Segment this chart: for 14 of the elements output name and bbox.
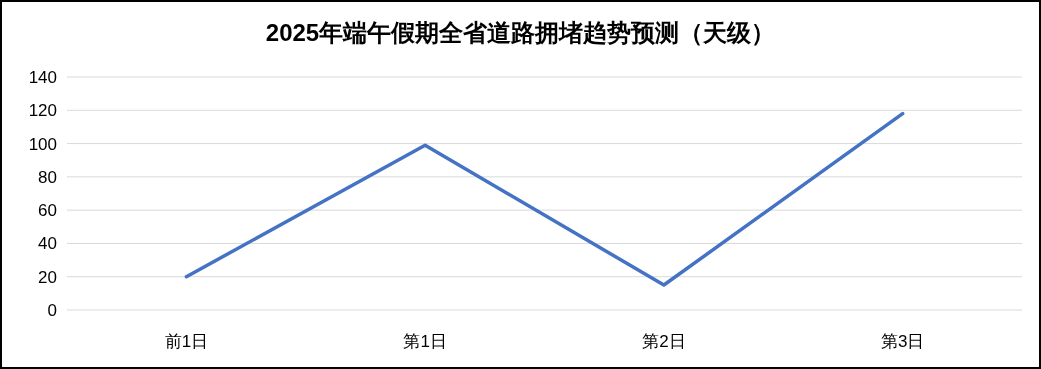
y-tick-label: 40 [38,234,57,254]
line-series [184,111,905,287]
y-tick-label: 100 [28,134,57,154]
x-tick-label: 第3日 [880,332,925,351]
y-tick-label: 0 [47,301,57,320]
x-tick-label: 第1日 [403,332,447,351]
y-tick-label: 20 [38,267,57,287]
y-tick-label: 80 [38,167,57,187]
y-tick-label: 60 [38,201,57,221]
y-tick-label: 120 [28,101,57,121]
y-tick-label: 140 [28,68,57,87]
chart-title: 2025年端午假期全省道路拥堵趋势预测（天级） [265,19,776,46]
x-tick-label: 第2日 [642,332,686,351]
x-tick-label: 前1日 [164,332,209,351]
